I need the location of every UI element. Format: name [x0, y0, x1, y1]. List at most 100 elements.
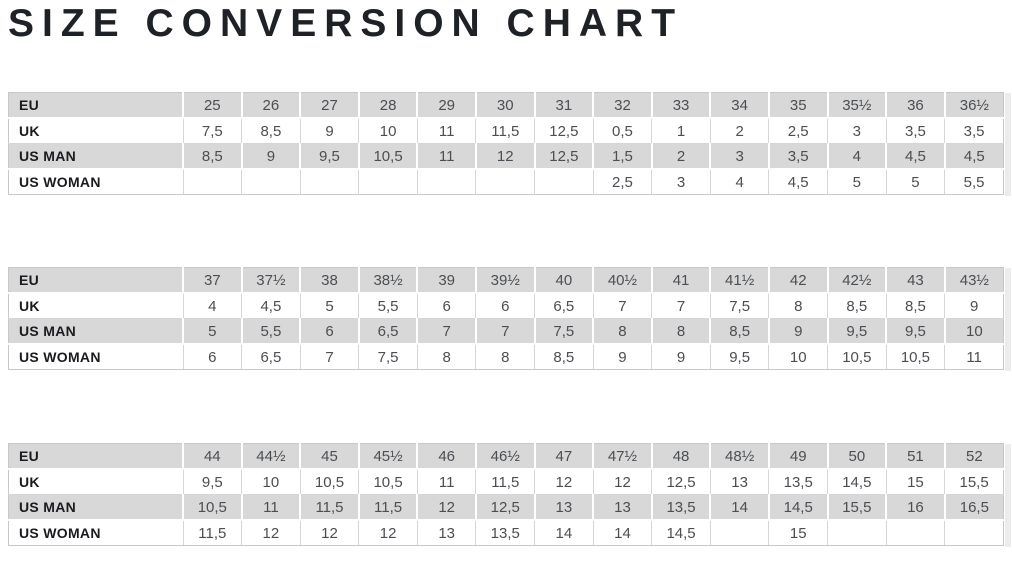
size-cell: 52 — [944, 443, 1004, 470]
size-cell: 37½ — [241, 267, 302, 294]
size-cell: 8 — [593, 318, 653, 345]
size-cell: 11 — [241, 494, 302, 521]
size-cell: 13 — [710, 469, 770, 495]
size-cell: 7 — [417, 318, 477, 345]
size-cell: 4,5 — [241, 293, 301, 319]
size-cell: 13,5 — [651, 494, 712, 521]
size-cell: 15 — [768, 520, 829, 546]
size-cell: 11 — [944, 344, 1004, 370]
size-cell: 14,5 — [768, 494, 829, 521]
size-cell: 33 — [651, 92, 712, 119]
size-table-eu-44-52: EU 44 44½ 45 45½ 46 46½ 47 47½ 48 48½ 49 50 51 52 UK 9,5… — [8, 443, 1011, 547]
size-cell: 10,5 — [886, 344, 946, 370]
row-label: US WOMAN — [8, 344, 184, 370]
size-cell: 11,5 — [358, 494, 419, 521]
size-cell: 9,5 — [183, 469, 243, 495]
size-cell: 38 — [300, 267, 360, 294]
page-title: SIZE CONVERSION CHART — [8, 2, 684, 45]
size-cell: 8 — [417, 344, 477, 370]
size-cell: 9,5 — [827, 318, 888, 345]
size-cell: 10,5 — [827, 344, 887, 370]
size-cell: 7,5 — [710, 293, 770, 319]
size-table-eu-37-43: EU 37 37½ 38 38½ 39 39½ 40 40½ 41 41½ 42 42½ 43 43½ UK 4… — [8, 267, 1011, 371]
size-cell: 35 — [768, 92, 829, 119]
size-cell: 4,5 — [886, 143, 946, 170]
size-cell: 16,5 — [944, 494, 1004, 521]
size-cell: 12 — [593, 469, 653, 495]
size-cell: 11,5 — [475, 469, 536, 495]
size-cell: 9 — [593, 344, 653, 370]
size-cell: 13 — [593, 494, 653, 521]
table-row: EU 25 26 27 28 29 30 31 32 33 34 35 35½ 36 36½ — [8, 92, 1004, 119]
size-cell: 7 — [300, 344, 360, 370]
size-cell: 42 — [768, 267, 829, 294]
size-cell: 14,5 — [651, 520, 711, 546]
size-cell: 42½ — [827, 267, 888, 294]
table-row: US WOMAN 11,5 12 12 12 13 13,5 14 14 14,5 15 — [8, 520, 1004, 546]
size-cell: 4 — [827, 143, 888, 170]
size-table-eu-25-36: EU 25 26 27 28 29 30 31 32 33 34 35 35½ 36 36½ UK 7,5 8,5… — [8, 92, 1011, 196]
size-cell: 5,5 — [241, 318, 302, 345]
size-cell: 12 — [300, 520, 360, 546]
row-label: UK — [8, 293, 184, 319]
size-cell — [886, 520, 946, 546]
size-cell: 9,5 — [886, 318, 946, 345]
size-cell: 3,5 — [944, 118, 1004, 144]
size-cell: 10 — [944, 318, 1004, 345]
size-cell: 32 — [593, 92, 653, 119]
size-cell: 13 — [534, 494, 595, 521]
size-cell: 34 — [710, 92, 770, 119]
size-cell: 12 — [534, 469, 594, 495]
size-cell: 48½ — [710, 443, 770, 470]
size-cell: 10 — [768, 344, 829, 370]
size-cell: 6 — [475, 293, 536, 319]
size-cell: 10,5 — [358, 469, 418, 495]
size-cell: 8,5 — [886, 293, 946, 319]
size-cell: 15,5 — [944, 469, 1004, 495]
size-cell: 9,5 — [300, 143, 360, 170]
size-cell: 5 — [886, 169, 946, 195]
size-cell: 36 — [886, 92, 946, 119]
row-label: US MAN — [8, 143, 184, 170]
size-cell: 7,5 — [358, 344, 418, 370]
size-cell: 29 — [417, 92, 477, 119]
size-cell — [300, 169, 360, 195]
size-cell: 30 — [475, 92, 536, 119]
size-cell: 13 — [417, 520, 477, 546]
row-label: US WOMAN — [8, 169, 184, 195]
size-cell: 12 — [475, 143, 536, 170]
size-conversion-table: EU 25 26 27 28 29 30 31 32 33 34 35 35½ 36 36½ UK 7,5 8,5… — [8, 92, 1004, 195]
size-cell: 5 — [827, 169, 887, 195]
size-cell: 45 — [300, 443, 360, 470]
size-cell: 8,5 — [534, 344, 594, 370]
size-cell: 12,5 — [475, 494, 536, 521]
size-cell — [475, 169, 536, 195]
size-cell: 8,5 — [827, 293, 887, 319]
size-cell: 5,5 — [944, 169, 1004, 195]
size-cell: 1,5 — [593, 143, 653, 170]
size-cell: 43 — [886, 267, 946, 294]
table-edge-strip — [1005, 444, 1011, 547]
size-cell: 46 — [417, 443, 477, 470]
size-cell: 28 — [358, 92, 419, 119]
size-cell: 7,5 — [534, 318, 595, 345]
row-label: US MAN — [8, 318, 184, 345]
size-cell: 8 — [651, 318, 712, 345]
size-cell: 31 — [534, 92, 595, 119]
row-label: UK — [8, 118, 184, 144]
size-cell: 44½ — [241, 443, 302, 470]
row-label: UK — [8, 469, 184, 495]
table-row: EU 44 44½ 45 45½ 46 46½ 47 47½ 48 48½ 49 50 51 52 — [8, 443, 1004, 470]
size-cell: 45½ — [358, 443, 419, 470]
size-cell: 6 — [300, 318, 360, 345]
size-cell: 49 — [768, 443, 829, 470]
size-cell — [944, 520, 1004, 546]
size-cell — [358, 169, 418, 195]
size-cell: 11 — [417, 143, 477, 170]
size-cell: 16 — [886, 494, 946, 521]
size-cell: 3,5 — [886, 118, 946, 144]
table-row: US MAN 10,5 11 11,5 11,5 12 12,5 13 13 13,5 14 14,5… — [8, 494, 1004, 521]
size-cell: 2 — [710, 118, 770, 144]
size-cell: 10 — [241, 469, 301, 495]
size-cell: 8,5 — [241, 118, 301, 144]
